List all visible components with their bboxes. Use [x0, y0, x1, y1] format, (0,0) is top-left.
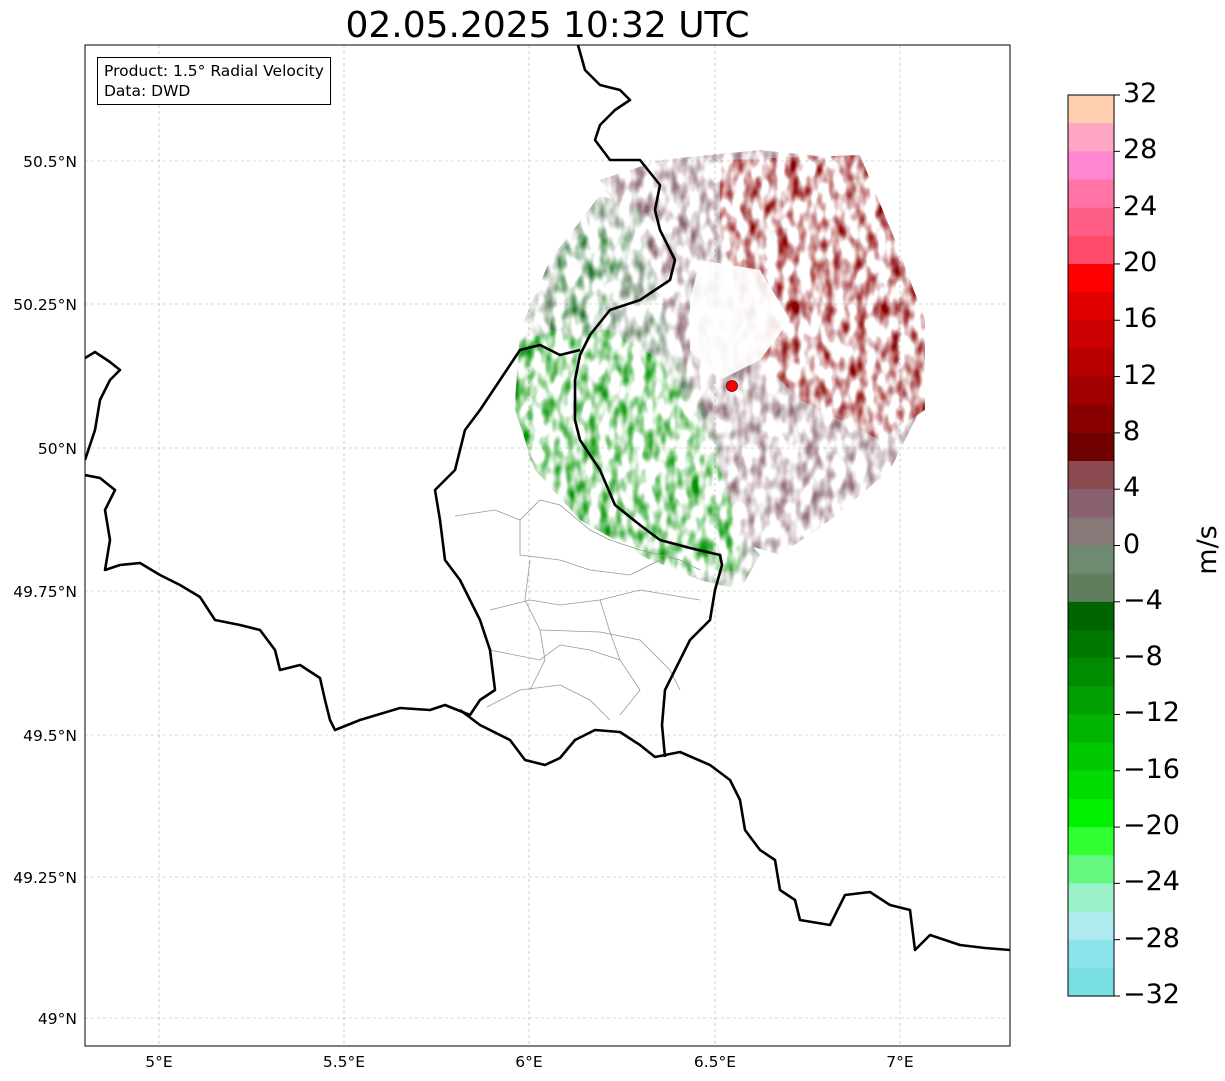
lat-label: 50.5°N [23, 153, 77, 171]
lon-label: 6.5°E [694, 1053, 736, 1071]
radar-velocity-field [515, 150, 925, 590]
colorbar-tick-label: 16 [1123, 303, 1158, 335]
colorbar-swatch [1068, 714, 1114, 744]
colorbar-tick-label: −20 [1123, 810, 1180, 842]
colorbar-swatch [1068, 404, 1114, 434]
colorbar-swatch [1068, 742, 1114, 772]
colorbar-tick-label: 4 [1123, 472, 1141, 504]
colorbar-swatch [1068, 855, 1114, 884]
radar-site-marker [726, 380, 738, 392]
colorbar-swatch [1068, 827, 1114, 856]
colorbar-tick-label: −4 [1123, 584, 1163, 616]
colorbar-swatch [1068, 770, 1114, 800]
colorbar-swatch [1068, 179, 1114, 209]
colorbar-tick-label: −32 [1123, 979, 1180, 1010]
colorbar-tick-label: 12 [1123, 359, 1158, 391]
colorbar-swatch [1068, 235, 1114, 265]
colorbar-swatch [1068, 911, 1114, 941]
colorbar-tick-label: −24 [1123, 866, 1180, 898]
colorbar-swatch [1068, 967, 1114, 997]
colorbar-swatch [1068, 686, 1114, 716]
colorbar-tick-label: −28 [1123, 922, 1180, 954]
colorbar-swatch [1068, 432, 1114, 462]
colorbar-swatch [1068, 489, 1114, 518]
colorbar-swatch [1068, 798, 1114, 828]
data-source-label: Data: DWD [104, 82, 191, 100]
lon-label: 6°E [515, 1053, 542, 1071]
colorbar-tick-label: 20 [1123, 246, 1158, 278]
colorbar-swatch [1068, 461, 1114, 490]
lon-label: 5°E [145, 1053, 172, 1071]
colorbar-tick-label: 28 [1123, 134, 1158, 166]
region-borders [454, 499, 701, 721]
colorbar-tick-label: 0 [1123, 528, 1141, 560]
product-info-box: Product: 1.5° Radial Velocity Data: DWD [97, 57, 331, 105]
colorbar-unit-label: m/s [1191, 525, 1223, 575]
colorbar-swatch [1068, 573, 1114, 603]
colorbar-swatch [1068, 207, 1114, 237]
lat-label: 50.25°N [13, 296, 77, 314]
colorbar-swatch [1068, 263, 1114, 293]
lon-label: 7°E [886, 1053, 913, 1071]
colorbar-swatch [1068, 348, 1114, 378]
colorbar-tick-label: −8 [1123, 641, 1163, 673]
lat-label: 50°N [38, 440, 77, 458]
lat-label: 49°N [38, 1010, 77, 1028]
lat-axis-labels: 50.5°N 50.25°N 50°N 49.75°N 49.5°N 49.25… [13, 153, 77, 1028]
colorbar-swatch [1068, 517, 1114, 547]
map-title: 02.05.2025 10:32 UTC [345, 5, 750, 46]
lat-label: 49.5°N [23, 727, 77, 745]
colorbar-tick-marks [1114, 94, 1120, 997]
colorbar-swatch [1068, 292, 1114, 321]
colorbar-swatch [1068, 601, 1114, 631]
colorbar-swatch [1068, 320, 1114, 350]
map-frame [84, 44, 1011, 1047]
colorbar [1068, 95, 1114, 997]
lat-label: 49.25°N [13, 869, 77, 887]
colorbar-swatch [1068, 376, 1114, 406]
lon-axis-labels: 5°E 5.5°E 6°E 6.5°E 7°E [145, 1053, 913, 1071]
colorbar-swatch [1068, 95, 1114, 124]
colorbar-swatch [1068, 939, 1114, 969]
product-label: Product: 1.5° Radial Velocity [104, 62, 324, 80]
lat-label: 49.75°N [13, 583, 77, 601]
colorbar-tick-label: 32 [1123, 78, 1158, 109]
lon-label: 5.5°E [323, 1053, 365, 1071]
colorbar-tick-label: 24 [1123, 190, 1158, 222]
colorbar-swatch [1068, 151, 1114, 181]
colorbar-swatch [1068, 545, 1114, 575]
colorbar-swatch [1068, 629, 1114, 659]
colorbar-swatch [1068, 883, 1114, 913]
colorbar-tick-label: 8 [1123, 415, 1141, 447]
colorbar-swatch [1068, 658, 1114, 687]
colorbar-tick-label: −16 [1123, 753, 1180, 785]
colorbar-swatch [1068, 123, 1114, 152]
colorbar-tick-label: −12 [1123, 697, 1180, 729]
country-borders [85, 45, 1010, 952]
